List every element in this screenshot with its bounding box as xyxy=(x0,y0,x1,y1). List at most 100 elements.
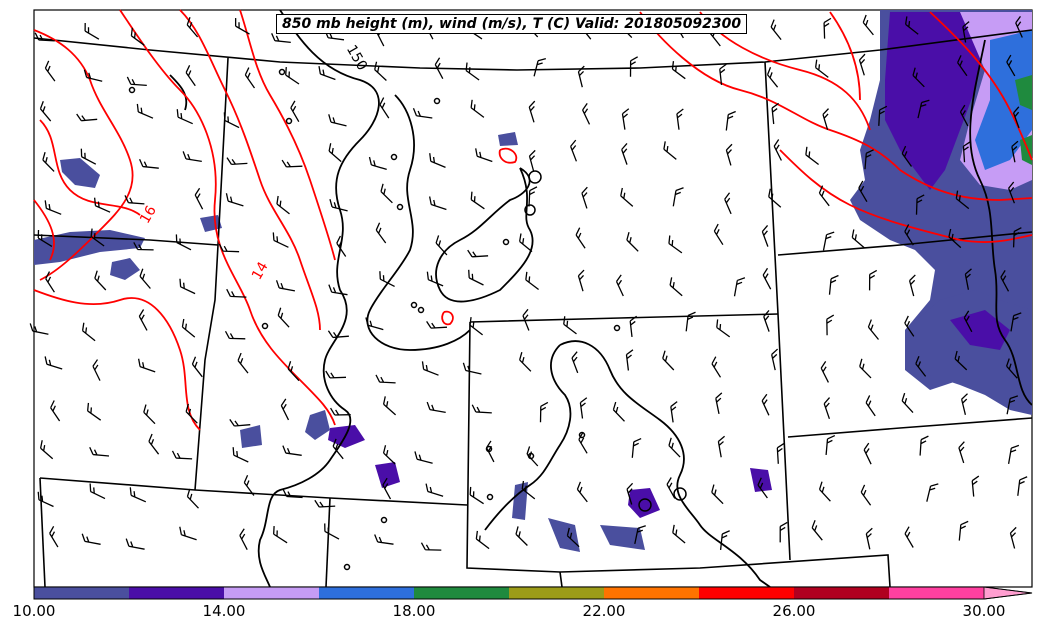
wind-barb xyxy=(421,361,439,376)
wind-barb xyxy=(959,104,969,127)
border-9 xyxy=(777,231,1033,256)
wind-barb xyxy=(668,437,681,458)
wind-barb xyxy=(44,200,62,215)
wind-barb xyxy=(629,315,638,337)
wind-barb xyxy=(179,278,196,295)
wind-barb xyxy=(761,224,769,247)
ring xyxy=(486,493,494,501)
wind-barb xyxy=(615,274,624,297)
wind-barb xyxy=(276,195,290,215)
wind-barb xyxy=(223,112,240,129)
wind-barb xyxy=(955,190,970,210)
wind-barb xyxy=(125,538,145,550)
wind-barb xyxy=(915,194,925,215)
wind-barb xyxy=(50,400,61,422)
wind-barb xyxy=(368,156,387,171)
wind-barb xyxy=(862,14,874,36)
ring xyxy=(285,117,293,125)
wind-barb xyxy=(1007,444,1020,465)
wind-barb xyxy=(382,477,392,500)
wind-barb xyxy=(533,58,546,77)
wind-barb xyxy=(905,16,919,35)
wind-barb xyxy=(237,352,249,374)
wind-barb xyxy=(272,232,289,248)
height-contour-south xyxy=(559,340,771,588)
wind-barb xyxy=(771,348,779,371)
wind-barb xyxy=(435,235,448,256)
contour-label-16: 16 xyxy=(137,203,160,227)
wind-barb xyxy=(1006,358,1018,379)
wind-barb xyxy=(901,145,913,167)
wind-barb xyxy=(860,484,872,506)
wind-barb xyxy=(671,61,686,80)
wind-barb xyxy=(963,310,973,333)
wind-barb xyxy=(685,311,696,332)
wind-barb xyxy=(672,187,684,207)
wind-barb xyxy=(176,109,193,125)
wind-barb xyxy=(81,322,96,342)
wind-barb xyxy=(232,447,249,463)
border-11 xyxy=(559,571,563,588)
wind-barb xyxy=(528,100,536,123)
wind-barb xyxy=(719,63,727,85)
wind-barb xyxy=(825,434,836,455)
wind-barb xyxy=(676,108,684,130)
shade-ne-green xyxy=(1015,75,1032,110)
border-5 xyxy=(325,497,331,588)
wind-barb xyxy=(612,401,625,422)
wind-barb xyxy=(518,233,533,253)
ring xyxy=(380,516,388,524)
wind-barb xyxy=(1000,270,1010,292)
wind-barb xyxy=(244,67,256,89)
wind-barb xyxy=(42,152,55,172)
wind-barb xyxy=(137,358,156,373)
wind-barb xyxy=(475,148,493,163)
wind-barb xyxy=(130,27,145,46)
wind-barb xyxy=(277,307,290,328)
wind-barb xyxy=(234,18,250,35)
wind-barb xyxy=(414,451,433,464)
wind-barb xyxy=(864,149,874,170)
wind-barb xyxy=(757,477,768,499)
wind-barb xyxy=(773,139,782,161)
wind-barb xyxy=(577,269,585,292)
wind-barb xyxy=(575,227,586,249)
wind-barb xyxy=(858,180,868,203)
wind-barb xyxy=(915,356,927,377)
wind-barb xyxy=(522,308,530,331)
border-canada xyxy=(33,29,1033,71)
wind-barb xyxy=(226,157,248,166)
wind-barb xyxy=(81,533,101,545)
wind-barb xyxy=(962,21,970,43)
ring xyxy=(524,204,536,216)
colorbar-tick-label: 18.00 xyxy=(392,602,436,620)
wind-barb xyxy=(526,446,539,467)
height-contour-center xyxy=(366,94,471,351)
wind-barb xyxy=(724,192,732,215)
wind-barb xyxy=(766,67,779,88)
wind-barb xyxy=(716,319,731,338)
wind-barb xyxy=(49,526,59,548)
wind-barb xyxy=(37,491,54,508)
wind-barb xyxy=(713,223,724,246)
wind-barb xyxy=(282,488,303,499)
wind-barb xyxy=(1009,526,1017,549)
wind-barbs xyxy=(29,14,1028,551)
temp-contour-5 xyxy=(33,289,201,431)
wind-barb xyxy=(525,271,539,291)
ring xyxy=(261,322,269,330)
wind-barb xyxy=(182,151,202,163)
wind-barb xyxy=(229,418,251,427)
wind-barb xyxy=(29,323,49,335)
wind-barb xyxy=(1006,54,1016,77)
wind-barb xyxy=(374,61,387,81)
wind-barb xyxy=(904,526,914,548)
wind-barb xyxy=(471,404,492,414)
height-contour-loop xyxy=(435,167,534,303)
wind-barb xyxy=(218,243,240,253)
temp-contour-2 xyxy=(119,9,336,426)
wind-barb xyxy=(634,525,646,545)
wind-barb xyxy=(336,235,347,257)
ring xyxy=(390,153,398,161)
wind-barb xyxy=(429,153,446,168)
